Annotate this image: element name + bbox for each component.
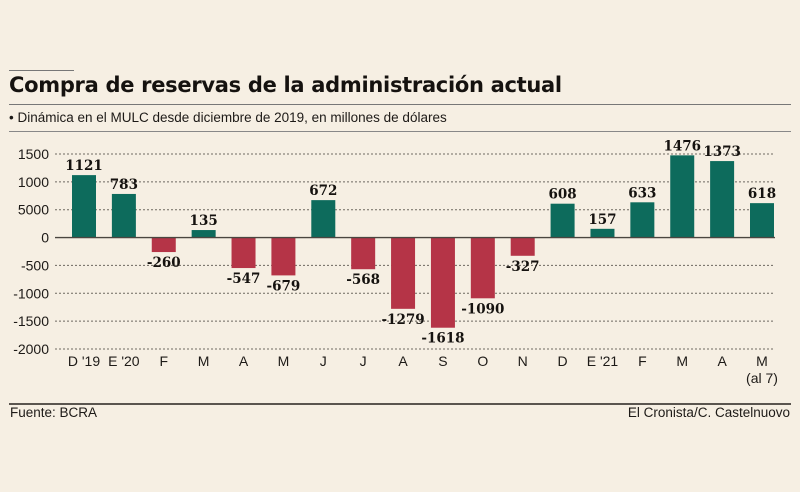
y-tick-label: -1000 (13, 285, 49, 301)
subtitle-divider (9, 131, 791, 132)
data-label: 783 (110, 177, 138, 193)
x-tick-label: S (438, 353, 447, 369)
bar (271, 237, 296, 276)
x-tick-label: A (239, 353, 249, 369)
bar (670, 155, 695, 238)
data-label: -260 (147, 255, 181, 271)
x-tick-label: J (320, 353, 327, 369)
bar (590, 228, 615, 238)
x-tick-label: F (638, 353, 647, 369)
bar (351, 237, 376, 270)
x-tick-label: D '19 (68, 353, 100, 369)
y-tick-label: 0 (41, 230, 49, 246)
data-label: -1279 (381, 312, 424, 328)
x-tick-label: M (198, 353, 210, 369)
bar (510, 237, 535, 256)
data-label: 618 (748, 186, 776, 202)
x-tick-label: M (756, 353, 768, 369)
bar (111, 193, 136, 238)
bar (470, 237, 495, 299)
source-note: Fuente: BCRA (10, 405, 98, 420)
data-label: 633 (628, 185, 656, 201)
bar (710, 161, 735, 238)
x-tick-label: O (477, 353, 488, 369)
x-tick-sublabel: (al 7) (746, 370, 778, 386)
y-tick-label: 1500 (18, 146, 49, 162)
bar (630, 202, 655, 238)
top-accent-rule (9, 70, 74, 71)
chart-title: Compra de reservas de la administración … (9, 73, 562, 97)
data-label: 135 (190, 213, 218, 229)
x-tick-label: M (278, 353, 290, 369)
data-label: -568 (346, 272, 380, 288)
x-tick-label: E '21 (587, 353, 619, 369)
x-tick-label: J (360, 353, 367, 369)
chart-subtitle: • Dinámica en el MULC desde diciembre de… (9, 110, 447, 125)
data-label: -1090 (461, 301, 504, 317)
x-tick-label: A (717, 353, 727, 369)
x-tick-label: D (558, 353, 568, 369)
x-tick-label: A (398, 353, 408, 369)
data-label: 1373 (703, 144, 741, 160)
data-label: 608 (548, 187, 576, 203)
data-label: -327 (506, 259, 540, 275)
data-label: 672 (309, 183, 337, 199)
data-label: 157 (588, 212, 616, 228)
y-tick-label: -1500 (13, 313, 49, 329)
y-tick-label: 1000 (18, 174, 49, 190)
bar (231, 237, 256, 269)
credit-note: El Cronista/C. Castelnuovo (627, 405, 790, 420)
bars (72, 155, 774, 328)
bar (391, 237, 416, 309)
bar (430, 237, 455, 328)
data-labels: 1121 783 -260 135 -547 -679 672 -568 -1279 -1618 -… (65, 138, 776, 346)
y-tick-label: -2000 (13, 341, 49, 357)
data-label: -679 (267, 278, 301, 294)
bar (72, 175, 96, 238)
data-label: 1121 (65, 158, 103, 174)
data-label: -547 (227, 271, 261, 287)
x-tick-label: M (676, 353, 688, 369)
footer-divider (9, 403, 791, 405)
bar (550, 203, 575, 238)
y-axis-ticks: 1500 1000 5000 0 -500 -1000 -1500 -2000 (13, 146, 49, 357)
bar (750, 203, 774, 238)
bar (311, 200, 336, 238)
data-label: -1618 (421, 331, 464, 347)
title-divider (9, 104, 791, 105)
data-label: 1476 (663, 138, 701, 154)
y-tick-label: 5000 (18, 202, 49, 218)
x-axis-ticks: D '19 E '20 F M A M J J A S O N D E '21 F M A M(al 7) (68, 353, 778, 386)
x-tick-label: N (518, 353, 528, 369)
bar (191, 230, 216, 238)
x-tick-label: F (159, 353, 168, 369)
bar (151, 237, 176, 253)
x-tick-label: E '20 (108, 353, 140, 369)
y-tick-label: -500 (21, 257, 49, 273)
